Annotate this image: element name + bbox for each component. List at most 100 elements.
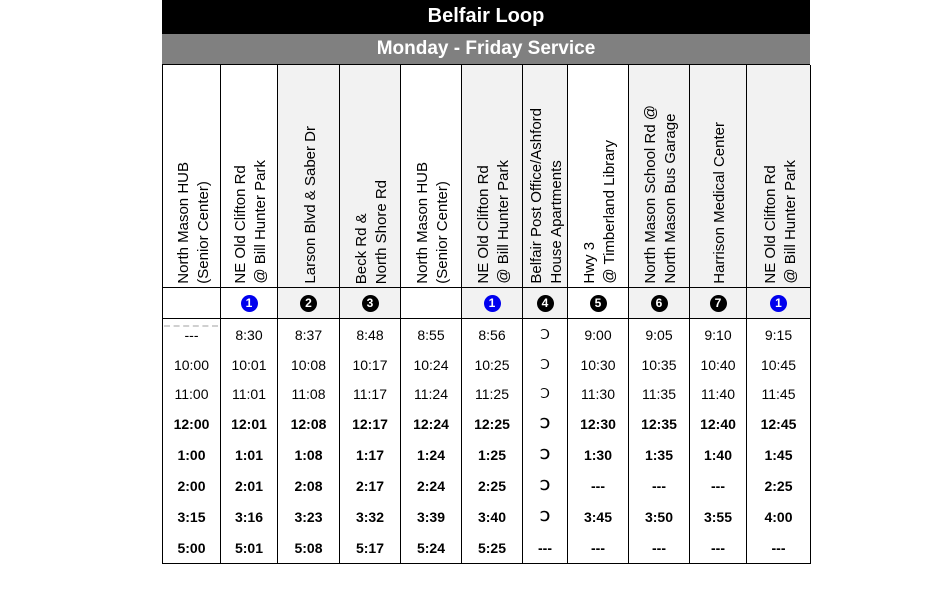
stop-name: North Mason School Rd @ North Mason Bus … <box>642 105 679 284</box>
badge-cell: 2 <box>277 287 340 319</box>
departure-time: 11:17 <box>339 379 401 408</box>
departure-time: 4:00 <box>746 501 811 532</box>
trip-row: 1:00 1:01 1:08 1:17 1:24 1:25 Ↄ 1:30 1:35 1:40 1:4… <box>162 439 811 470</box>
departure-time: --- <box>689 470 747 501</box>
stop-header-cell: North Mason HUB (Senior Center) <box>162 65 221 288</box>
departure-time: 5:01 <box>220 532 278 564</box>
stop-name: North Mason HUB (Senior Center) <box>414 162 451 284</box>
departure-time: 3:15 <box>162 501 221 532</box>
departure-time: --- <box>628 470 690 501</box>
departure-time: 12:25 <box>461 408 523 439</box>
timepoint-badge: 1 <box>240 294 258 312</box>
stop-name: Harrison Medical Center <box>711 122 728 284</box>
departure-time: 2:24 <box>400 470 462 501</box>
departure-time: 10:40 <box>689 350 747 379</box>
departure-time: 12:45 <box>746 408 811 439</box>
departure-time: 5:17 <box>339 532 401 564</box>
departure-time: 11:24 <box>400 379 462 408</box>
departure-time: 12:00 <box>162 408 221 439</box>
departure-time: 3:23 <box>277 501 340 532</box>
departure-time: 1:35 <box>628 439 690 470</box>
departure-time: 9:05 <box>628 318 690 350</box>
schedule-body: North Mason HUB (Senior Center) NE Old Cl… <box>162 65 811 564</box>
stop-header-cell: NE Old Clifton Rd @ Bill Hunter Park <box>461 65 523 288</box>
departure-time: 5:25 <box>461 532 523 564</box>
departure-time: 10:45 <box>746 350 811 379</box>
departure-time: --- <box>567 532 629 564</box>
departure-time: 5:24 <box>400 532 462 564</box>
stop-header-row: North Mason HUB (Senior Center) NE Old Cl… <box>162 65 811 288</box>
departure-time: 12:30 <box>567 408 629 439</box>
departure-time: --- <box>746 532 811 564</box>
departure-time: 12:35 <box>628 408 690 439</box>
timepoint-badge: 1 <box>483 294 501 312</box>
departure-time: Ↄ <box>522 318 568 350</box>
departure-time: 2:25 <box>746 470 811 501</box>
departure-time: 2:01 <box>220 470 278 501</box>
timepoint-badge: 4 <box>536 294 554 312</box>
departure-time: Ↄ <box>522 379 568 408</box>
departure-time: 1:01 <box>220 439 278 470</box>
departure-time: Ↄ <box>522 408 568 439</box>
timepoint-badge: 1 <box>770 294 787 312</box>
stop-header-cell: NE Old Clifton Rd @ Bill Hunter Park <box>746 65 811 288</box>
departure-time: 1:30 <box>567 439 629 470</box>
departure-time: 3:55 <box>689 501 747 532</box>
departure-time: 11:25 <box>461 379 523 408</box>
departure-time: 10:08 <box>277 350 340 379</box>
stop-header-cell: Beck Rd & North Shore Rd <box>339 65 401 288</box>
departure-time: 8:37 <box>277 318 340 350</box>
dashed-divider <box>164 325 218 327</box>
departure-time: --- <box>567 470 629 501</box>
departure-time: 1:24 <box>400 439 462 470</box>
departure-time: 3:45 <box>567 501 629 532</box>
stop-name: Belfair Post Office/Ashford House Apartm… <box>528 108 565 284</box>
trip-row: 2:00 2:01 2:08 2:17 2:24 2:25 Ↄ --- --- --- 2:25 <box>162 470 811 501</box>
departure-time: 9:15 <box>746 318 811 350</box>
departure-time: Ↄ <box>522 470 568 501</box>
departure-time: --- <box>628 532 690 564</box>
departure-time: 1:45 <box>746 439 811 470</box>
stop-header-cell: NE Old Clifton Rd @ Bill Hunter Park <box>220 65 278 288</box>
departure-time: --- <box>689 532 747 564</box>
departure-time: 8:48 <box>339 318 401 350</box>
departure-time: 11:35 <box>628 379 690 408</box>
stop-header-cell: Harrison Medical Center <box>689 65 747 288</box>
departure-time: 12:40 <box>689 408 747 439</box>
departure-time: 10:17 <box>339 350 401 379</box>
departure-time: 5:08 <box>277 532 340 564</box>
badge-cell: 5 <box>567 287 629 319</box>
departure-time: 12:01 <box>220 408 278 439</box>
timepoint-badge: 5 <box>589 294 607 312</box>
departure-time: 1:40 <box>689 439 747 470</box>
service-days-banner: Monday - Friday Service <box>162 34 810 65</box>
stop-header-cell: North Mason HUB (Senior Center) <box>400 65 462 288</box>
timepoint-badge: 7 <box>709 294 727 312</box>
trip-row: 10:00 10:01 10:08 10:17 10:24 10:25 Ↄ 10:30 10:3… <box>162 350 811 379</box>
departure-time: 5:00 <box>162 532 221 564</box>
stop-name: NE Old Clifton Rd @ Bill Hunter Park <box>475 160 512 284</box>
departure-time: 1:25 <box>461 439 523 470</box>
timepoint-badge-row: 1 2 3 1 4 5 6 7 1 <box>162 287 811 319</box>
badge-cell: 1 <box>461 287 523 319</box>
stop-name: North Mason HUB (Senior Center) <box>174 162 212 284</box>
departure-time: Ↄ <box>522 350 568 379</box>
trip-row: --- 8:30 8:37 8:48 8:55 8:56 Ↄ 9:00 9:05 9:10 9:15 <box>162 318 811 350</box>
badge-cell <box>162 287 221 319</box>
departure-time: 11:30 <box>567 379 629 408</box>
trip-row: 3:15 3:16 3:23 3:32 3:39 3:40 Ↄ 3:45 3:50 3:55 4:0… <box>162 501 811 532</box>
timepoint-badge: 3 <box>361 294 379 312</box>
departure-time: 1:17 <box>339 439 401 470</box>
departure-time: 12:08 <box>277 408 340 439</box>
stop-name: NE Old Clifton Rd @ Bill Hunter Park <box>232 160 269 284</box>
departure-time: 11:08 <box>277 379 340 408</box>
badge-cell: 6 <box>628 287 690 319</box>
departure-time: Ↄ <box>522 501 568 532</box>
trip-row: 11:00 11:01 11:08 11:17 11:24 11:25 Ↄ 11:30 11:3… <box>162 379 811 408</box>
departure-time: 9:00 <box>567 318 629 350</box>
departure-time: 3:39 <box>400 501 462 532</box>
badge-cell: 7 <box>689 287 747 319</box>
departure-time: 3:50 <box>628 501 690 532</box>
stop-header-cell: Hwy 3 @ Timberland Library <box>567 65 629 288</box>
departure-time: 8:55 <box>400 318 462 350</box>
